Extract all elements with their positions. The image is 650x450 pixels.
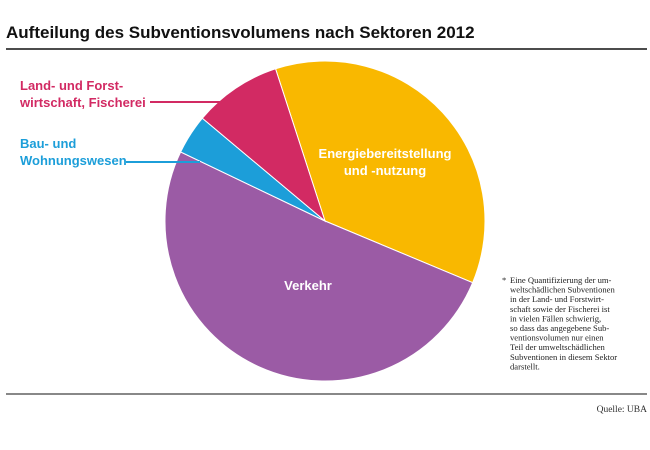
footnote-line: Eine Quantifizierung der um- — [510, 275, 612, 285]
footnote-line: darstellt. — [510, 361, 540, 371]
leader-lines — [126, 101, 228, 163]
pie-slice-energie — [274, 60, 486, 284]
source-label: Quelle: UBA — [597, 405, 648, 415]
slice-label-line: Verkehr — [284, 278, 332, 293]
footnote-line: in vielen Fällen schwierig, — [510, 313, 601, 323]
slice-labels: Energiebereitstellung und -nutzung Verkehr… — [19, 78, 452, 293]
footnote: * Eine Quantifizierung der um-weltschädli… — [502, 275, 617, 371]
slice-label-line: wirtschaft, Fischerei — [19, 95, 146, 110]
footnote-line: schaft sowie der Fischerei ist — [510, 304, 610, 314]
chart-title: Aufteilung des Subventionsvolumens nach … — [6, 23, 475, 42]
slice-label-bau: Bau- und Wohnungswesen — [20, 136, 127, 168]
footnote-line: ventionsvolumen nur einen — [510, 333, 604, 343]
slice-label-line: und -nutzung — [344, 163, 426, 178]
pie-slice-land — [201, 68, 327, 223]
slice-label-line: Energiebereitstellung — [319, 146, 452, 161]
footnote-line: weltschädlichen Subventionen — [510, 285, 615, 295]
footnote-line: in der Land- und Forstwirt- — [510, 294, 604, 304]
footnote-line: Teil der umweltschädlichen — [510, 342, 606, 352]
slice-label-verkehr: Verkehr — [284, 278, 332, 293]
slice-label-line: Bau- und — [20, 136, 76, 151]
slice-label-energie: Energiebereitstellung und -nutzung — [319, 146, 452, 178]
slice-label-line: Land- und Forst- — [20, 78, 123, 93]
slice-label-land: Land- und Forst-wirtschaft, Fischerei — [19, 78, 146, 110]
pie-slice-verkehr — [164, 151, 474, 382]
slice-label-line: Wohnungswesen — [20, 153, 127, 168]
footnote-marker: * — [502, 275, 506, 285]
pie-slices — [164, 60, 486, 382]
footnote-line: Subventionen in diesem Sektor — [510, 352, 617, 362]
footnote-line: so dass das angegebene Sub- — [510, 323, 609, 333]
